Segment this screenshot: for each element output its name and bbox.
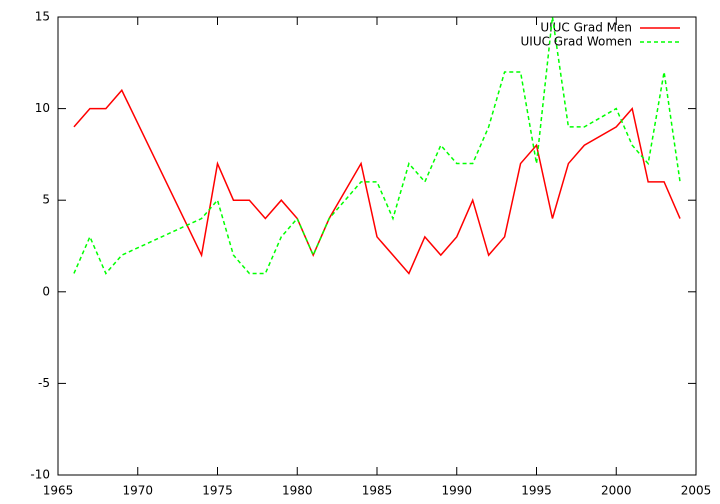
y-tick-label: -5 — [38, 376, 50, 390]
x-tick-label: 1975 — [202, 484, 233, 498]
y-tick-label: 0 — [42, 284, 50, 298]
x-tick-label: 1965 — [43, 484, 74, 498]
y-tick-label: 5 — [42, 193, 50, 207]
x-tick-label: 2000 — [601, 484, 632, 498]
legend-label: UIUC Grad Women — [521, 35, 633, 49]
x-tick-label: 2005 — [681, 484, 712, 498]
y-tick-label: 15 — [35, 10, 50, 24]
series-line — [73, 88, 681, 275]
x-tick-label: 1990 — [441, 484, 472, 498]
series-line — [73, 16, 681, 275]
x-tick-label: 1980 — [282, 484, 313, 498]
legend-label: UIUC Grad Men — [540, 21, 632, 35]
y-tick-label: -10 — [30, 468, 50, 482]
y-tick-label: 10 — [35, 101, 50, 115]
x-tick-label: 1970 — [122, 484, 153, 498]
x-tick-label: 1995 — [521, 484, 552, 498]
x-tick-label: 1985 — [362, 484, 393, 498]
